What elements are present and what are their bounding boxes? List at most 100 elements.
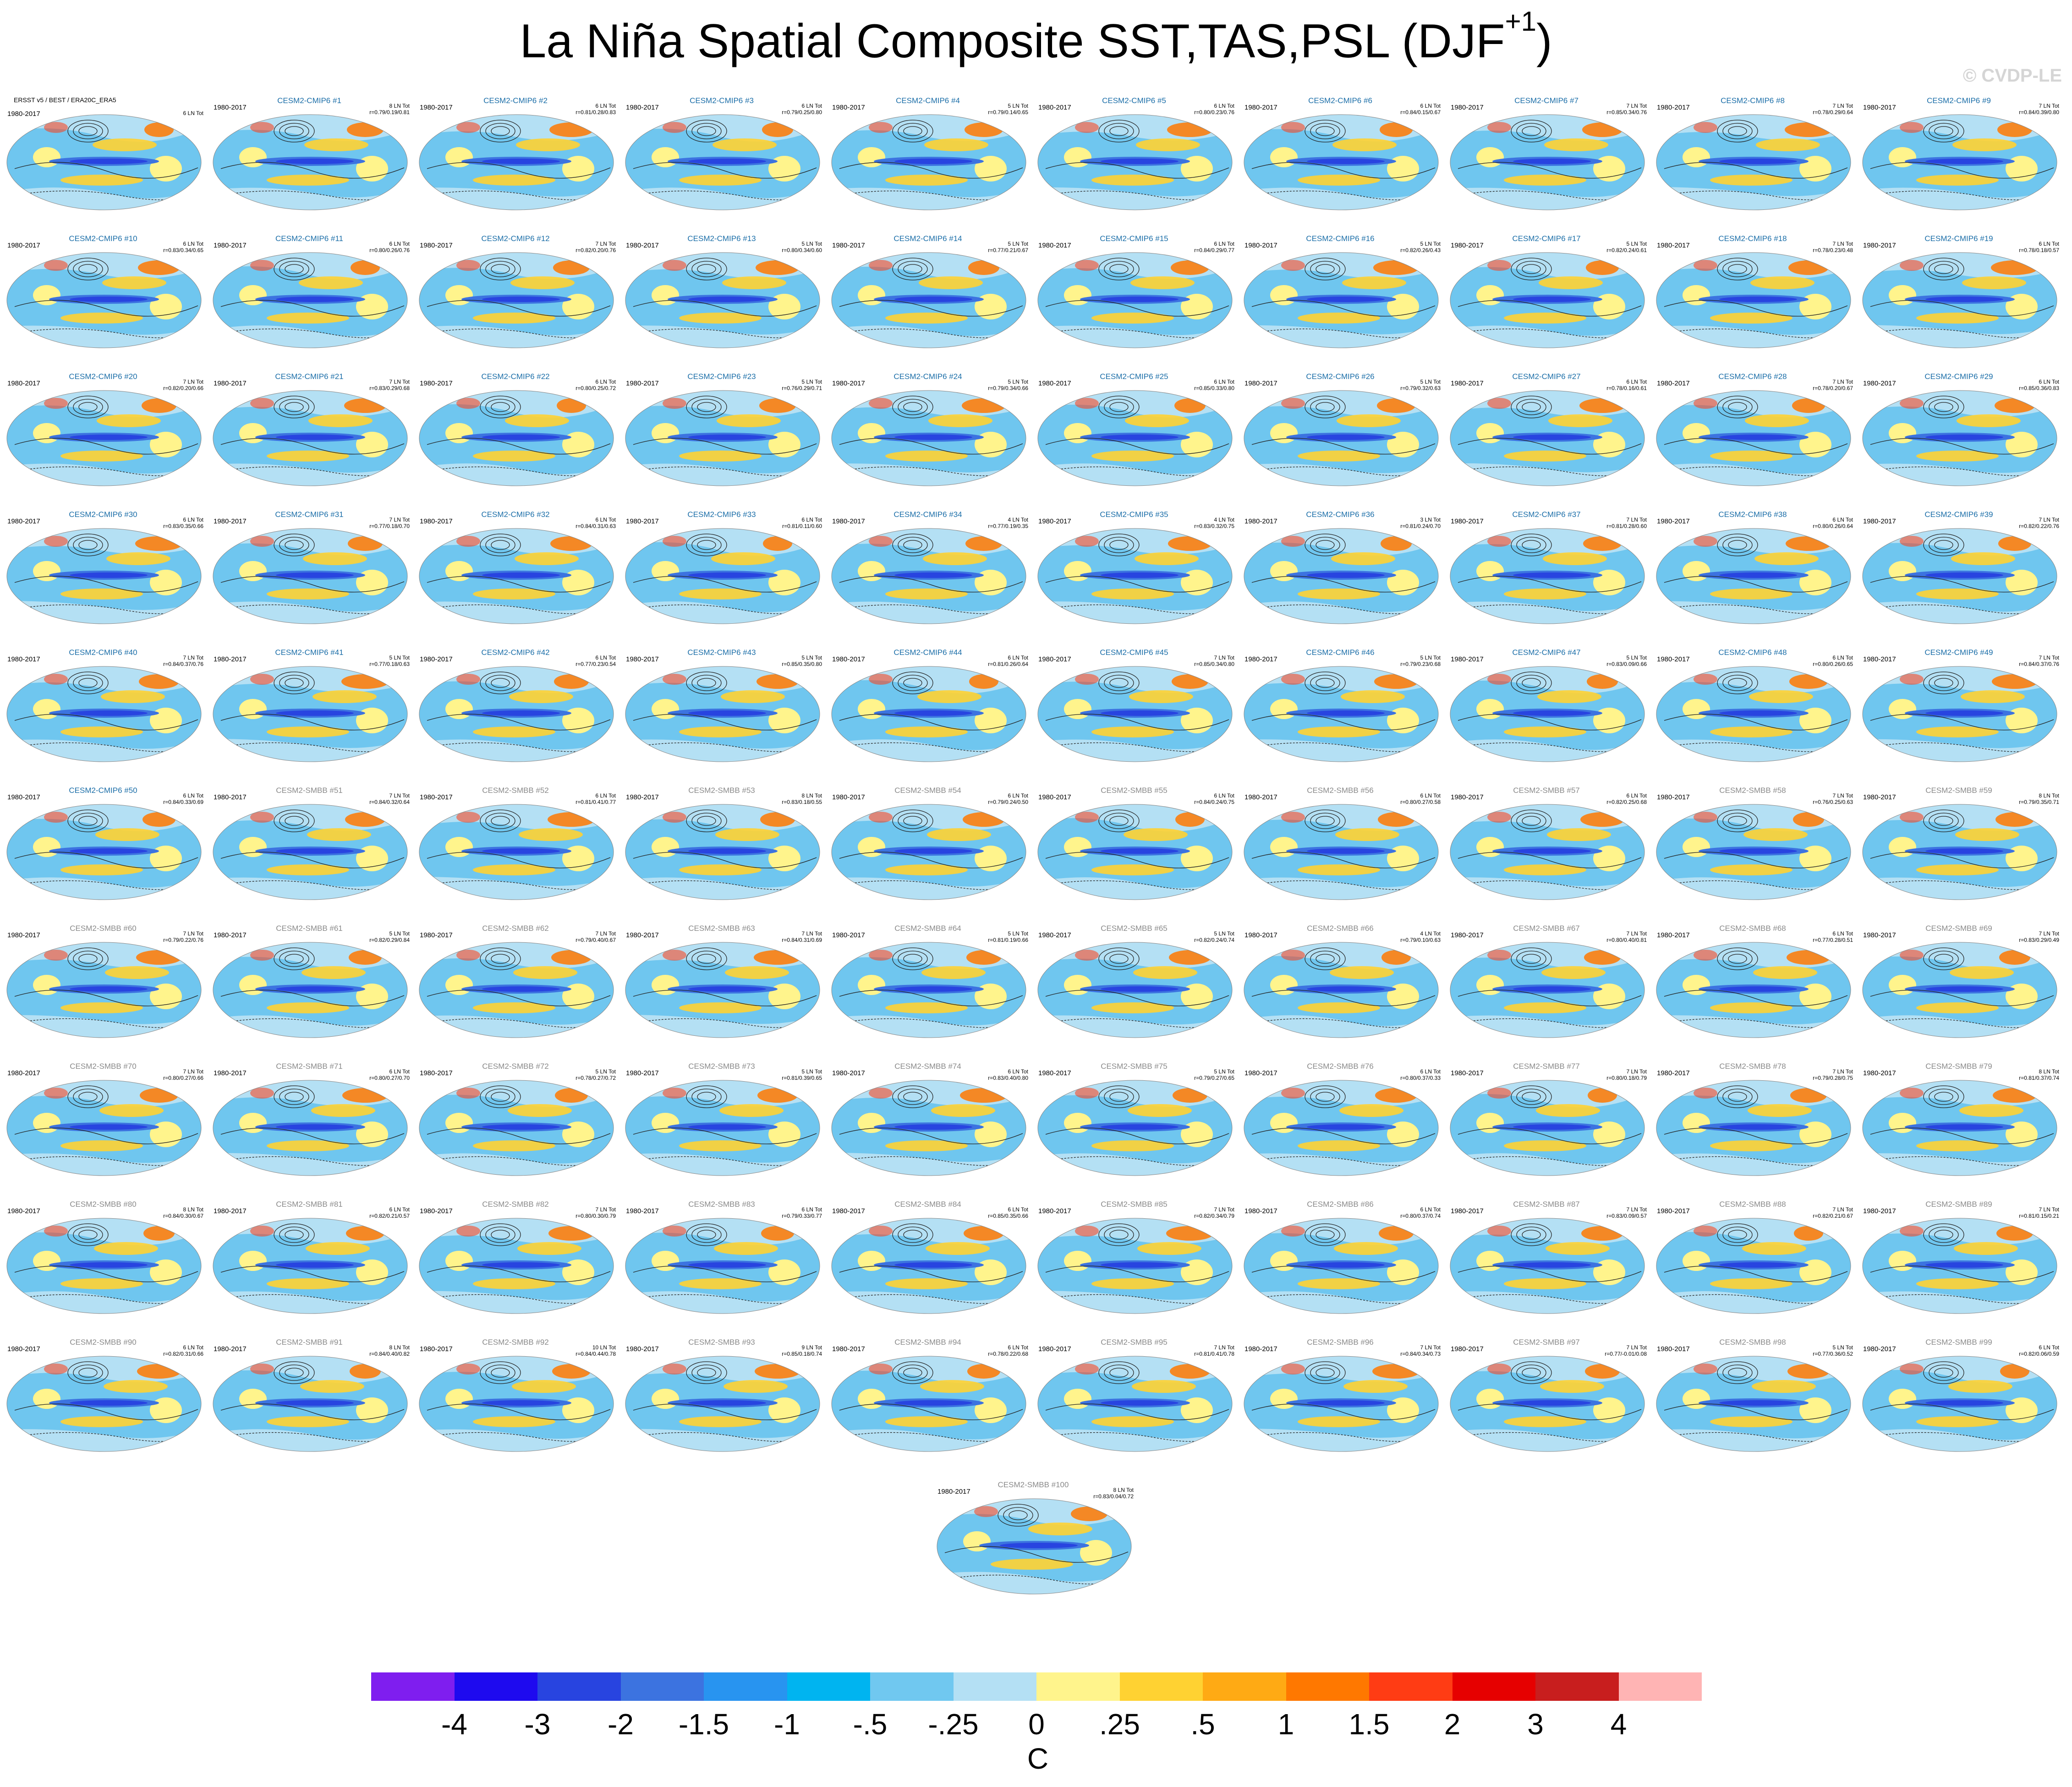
- panel-event-count: 7 LN Tot: [1626, 103, 1647, 109]
- map-composite: [213, 1218, 408, 1314]
- map-panel: CESM2-SMBB #52 1980-2017 6 LN Tot r=0.81/0.…: [412, 786, 619, 924]
- map-panel: CESM2-SMBB #71 1980-2017 6 LN Tot r=0.80/0.…: [206, 1062, 412, 1199]
- panel-pattern-correlation: r=0.77/0.36/0.52: [1813, 1351, 1853, 1357]
- panel-model-name: CESM2-SMBB #73: [688, 1062, 755, 1071]
- colorbar-tick-label: -.5: [853, 1708, 888, 1741]
- colorbar-swatch: [371, 1672, 455, 1701]
- panel-event-count: 7 LN Tot: [1626, 1206, 1647, 1213]
- panel-pattern-correlation: r=0.79/0.34/0.66: [988, 385, 1028, 391]
- map-panel: CESM2-CMIP6 #40 1980-2017 7 LN Tot r=0.84/0…: [0, 648, 206, 786]
- panel-pattern-correlation: r=0.80/0.25/0.72: [576, 385, 616, 391]
- panel-period: 1980-2017: [1244, 655, 1277, 663]
- panel-period: 1980-2017: [832, 793, 865, 801]
- panel-event-count: 7 LN Tot: [801, 930, 822, 937]
- panel-pattern-correlation: r=0.80/0.40/0.81: [1606, 937, 1647, 943]
- panel-model-name: CESM2-SMBB #86: [1307, 1200, 1374, 1209]
- colorbar-tick-label: 3: [1527, 1708, 1544, 1741]
- panel-period: 1980-2017: [420, 1345, 453, 1353]
- colorbar-tick-label: 2: [1444, 1708, 1461, 1741]
- map-composite: [213, 252, 408, 348]
- panel-period: 1980-2017: [1863, 517, 1896, 525]
- panel-period: 1980-2017: [832, 1069, 865, 1077]
- map-panel: CESM2-SMBB #73 1980-2017 5 LN Tot r=0.81/0.…: [619, 1062, 825, 1199]
- panel-event-count: 7 LN Tot: [1626, 517, 1647, 523]
- panel-period: 1980-2017: [1863, 379, 1896, 387]
- panel-model-name: CESM2-SMBB #91: [276, 1338, 343, 1347]
- panel-pattern-correlation: r=0.78/0.29/0.64: [1813, 109, 1853, 115]
- colorbar-swatch: [1369, 1672, 1453, 1701]
- panel-event-count: 7 LN Tot: [1626, 1068, 1647, 1075]
- panel-event-count: 6 LN Tot: [183, 792, 203, 799]
- colorbar-swatch: [620, 1672, 704, 1701]
- panel-pattern-correlation: r=0.80/0.37/0.33: [1400, 1075, 1441, 1081]
- panel-event-count: 7 LN Tot: [1214, 1206, 1234, 1213]
- map-panel: CESM2-CMIP6 #29 1980-2017 6 LN Tot r=0.85/0…: [1856, 372, 2062, 510]
- map-panel: CESM2-CMIP6 #12 1980-2017 7 LN Tot r=0.82/0…: [412, 234, 619, 372]
- map-panel: CESM2-SMBB #70 1980-2017 7 LN Tot r=0.80/0.…: [0, 1062, 206, 1199]
- colorbar-swatch: [454, 1672, 537, 1701]
- map-panel: CESM2-CMIP6 #32 1980-2017 6 LN Tot r=0.84/0…: [412, 510, 619, 648]
- map-composite: [6, 666, 202, 762]
- map-panel: CESM2-CMIP6 #19 1980-2017 6 LN Tot r=0.78/0…: [1856, 234, 2062, 372]
- map-composite: [1656, 666, 1851, 762]
- panel-model-name: CESM2-CMIP6 #25: [1100, 372, 1168, 381]
- map-composite: [1656, 1080, 1851, 1176]
- map-panel: CESM2-SMBB #85 1980-2017 7 LN Tot r=0.82/0.…: [1031, 1200, 1237, 1337]
- panel-event-count: 10 LN Tot: [592, 1344, 616, 1351]
- panel-pattern-correlation: r=0.84/0.32/0.64: [369, 799, 410, 805]
- panel-pattern-correlation: r=0.79/0.33/0.77: [782, 1213, 822, 1219]
- panel-event-count: 7 LN Tot: [1214, 1344, 1234, 1351]
- panel-period: 1980-2017: [7, 517, 40, 525]
- panel-pattern-correlation: r=0.83/0.35/0.66: [163, 523, 203, 529]
- panel-period: 1980-2017: [1657, 793, 1690, 801]
- map-panel: CESM2-SMBB #88 1980-2017 7 LN Tot r=0.82/0.…: [1650, 1200, 1856, 1337]
- panel-model-name: CESM2-SMBB #51: [276, 786, 343, 795]
- panel-event-count: 7 LN Tot: [1832, 1206, 1853, 1213]
- panel-event-count: 6 LN Tot: [1008, 1068, 1028, 1075]
- map-composite: [1656, 528, 1851, 624]
- map-panel: CESM2-SMBB #93 1980-2017 9 LN Tot r=0.85/0.…: [619, 1338, 825, 1475]
- panel-pattern-correlation: r=0.85/0.36/0.83: [2019, 385, 2059, 391]
- map-panel: CESM2-CMIP6 #3 1980-2017 6 LN Tot r=0.79/0.…: [619, 96, 825, 234]
- panel-event-count: 6 LN Tot: [1214, 103, 1234, 109]
- map-panel: CESM2-SMBB #67 1980-2017 7 LN Tot r=0.80/0.…: [1443, 924, 1650, 1061]
- map-composite: [419, 804, 614, 900]
- panel-model-name: CESM2-SMBB #92: [482, 1338, 549, 1347]
- panel-period: 1980-2017: [1657, 242, 1690, 249]
- panel-period: 1980-2017: [1038, 379, 1071, 387]
- panel-pattern-correlation: r=0.81/0.37/0.74: [2019, 1075, 2059, 1081]
- panel-model-name: CESM2-CMIP6 #47: [1512, 648, 1581, 657]
- panel-period: 1980-2017: [1038, 655, 1071, 663]
- panel-model-name: CESM2-SMBB #62: [482, 924, 549, 933]
- colorbar-tick-label: -1.5: [678, 1708, 729, 1741]
- panel-pattern-correlation: r=0.80/0.30/0.79: [576, 1213, 616, 1219]
- panel-model-name: CESM2-SMBB #94: [894, 1338, 961, 1347]
- panel-event-count: 6 LN Tot: [1214, 379, 1234, 385]
- panel-period: 1980-2017: [626, 1069, 659, 1077]
- panel-event-count: 7 LN Tot: [1832, 792, 1853, 799]
- map-composite: [831, 666, 1026, 762]
- panel-model-name: CESM2-SMBB #93: [688, 1338, 755, 1347]
- panel-period: 1980-2017: [7, 379, 40, 387]
- map-composite: [1037, 252, 1233, 348]
- map-panel: CESM2-CMIP6 #14 1980-2017 5 LN Tot r=0.77/0…: [825, 234, 1031, 372]
- map-panel: CESM2-SMBB #63 1980-2017 7 LN Tot r=0.84/0.…: [619, 924, 825, 1061]
- panel-event-count: 6 LN Tot: [595, 103, 616, 109]
- panel-event-count: 6 LN Tot: [389, 241, 410, 247]
- map-composite: [625, 666, 820, 762]
- map-composite: [1450, 114, 1645, 210]
- panel-pattern-correlation: r=0.79/0.40/0.67: [576, 937, 616, 943]
- panel-pattern-correlation: r=0.76/0.25/0.63: [1813, 799, 1853, 805]
- panel-model-name: CESM2-CMIP6 #36: [1306, 510, 1375, 519]
- map-composite: [625, 942, 820, 1038]
- panel-pattern-correlation: r=0.79/0.19/0.81: [369, 109, 410, 115]
- panel-model-name: CESM2-CMIP6 #16: [1306, 234, 1375, 243]
- panel-model-name: CESM2-CMIP6 #20: [69, 372, 137, 381]
- panel-event-count: 5 LN Tot: [595, 1068, 616, 1075]
- map-composite: [831, 114, 1026, 210]
- map-composite: [1037, 804, 1233, 900]
- panel-event-count: 8 LN Tot: [1113, 1487, 1134, 1493]
- panel-event-count: 6 LN Tot: [1832, 930, 1853, 937]
- panel-model-name: CESM2-CMIP6 #31: [275, 510, 344, 519]
- map-composite: [1244, 666, 1439, 762]
